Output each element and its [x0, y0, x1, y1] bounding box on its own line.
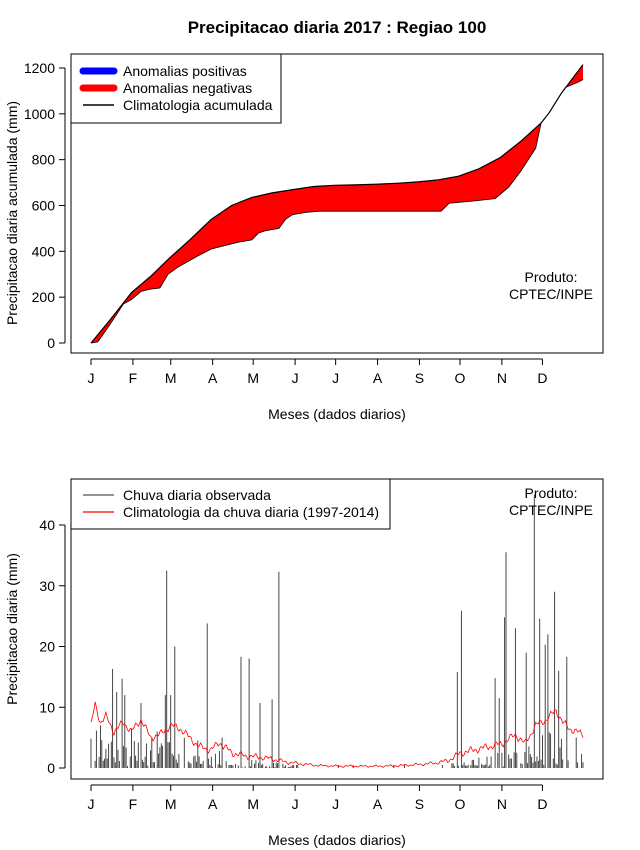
y-tick-label: 400: [32, 243, 56, 259]
x-tick-label: F: [129, 370, 138, 386]
legend: Chuva diaria observada Climatologia da c…: [70, 478, 391, 530]
x-tick-label: J: [88, 370, 95, 386]
climatology-accumulated-line: [90, 64, 584, 344]
legend: Anomalias positivas Anomalias negativas …: [70, 53, 282, 124]
y-tick-label: 600: [32, 198, 56, 214]
y-tick-label: 0: [47, 335, 55, 351]
plot-frame: [70, 53, 604, 354]
y-tick-label: 10: [39, 699, 55, 715]
y-tick-label: 1200: [24, 60, 55, 76]
daily-plot: 0 10 20 30 40 J F M A M J J A S O N D Meses (dados diar…: [4, 478, 604, 848]
y-tick-label: 0: [47, 760, 55, 776]
product-label-line2: CPTEC/INPE: [509, 286, 593, 302]
x-tick-label: F: [129, 796, 138, 812]
x-axis-label: Meses (dados diarios): [268, 406, 406, 422]
negative-anomaly-area: [91, 64, 583, 343]
y-tick-label: 1000: [24, 106, 55, 122]
product-label-line1: Produto:: [525, 485, 578, 501]
legend-box: [70, 478, 391, 530]
legend-label-positive: Anomalias positivas: [123, 63, 247, 79]
x-tick-label: O: [455, 370, 466, 386]
x-tick-label: J: [88, 796, 95, 812]
product-label-line1: Produto:: [525, 269, 578, 285]
legend-label-observed: Chuva diaria observada: [123, 487, 271, 503]
chart-title: Precipitacao diaria 2017 : Regiao 100: [188, 18, 487, 37]
y-tick-label: 30: [39, 578, 55, 594]
x-tick-label: J: [332, 796, 339, 812]
x-tick-label: D: [537, 370, 547, 386]
x-tick-label: D: [537, 796, 547, 812]
legend-label-negative: Anomalias negativas: [123, 80, 252, 96]
y-tick-label: 40: [39, 517, 55, 533]
y-axis-ticks: 0 10 20 30 40: [39, 517, 66, 776]
product-label-line2: CPTEC/INPE: [509, 502, 593, 518]
y-tick-label: 20: [39, 639, 55, 655]
x-tick-label: J: [292, 370, 299, 386]
climatology-daily-line: [90, 701, 584, 768]
x-tick-label: M: [247, 370, 259, 386]
y-axis-label: Precipitacao diaria (mm): [4, 553, 20, 705]
x-tick-label: A: [373, 796, 383, 812]
y-tick-label: 800: [32, 152, 56, 168]
x-tick-label: N: [497, 370, 507, 386]
x-tick-label: O: [455, 796, 466, 812]
observed-daily-bars: [90, 494, 584, 768]
x-tick-label: M: [165, 796, 177, 812]
x-axis-label: Meses (dados diarios): [268, 832, 406, 848]
x-tick-label: M: [165, 370, 177, 386]
x-tick-label: J: [292, 796, 299, 812]
y-axis-label: Precipitacao diaria acumulada (mm): [4, 101, 20, 325]
legend-label-climatology: Climatologia da chuva diaria (1997-2014): [123, 504, 379, 520]
y-axis-ticks: 0 200 400 600 800 1000 1200: [24, 60, 66, 351]
x-tick-label: A: [208, 796, 218, 812]
x-tick-label: A: [208, 370, 218, 386]
legend-label-climatology: Climatologia acumulada: [123, 97, 273, 113]
x-tick-label: M: [247, 796, 259, 812]
x-tick-label: S: [415, 796, 424, 812]
x-tick-label: J: [332, 370, 339, 386]
observed-accumulated-line: [90, 79, 584, 344]
x-tick-label: N: [497, 796, 507, 812]
x-tick-label: S: [415, 370, 424, 386]
accumulated-plot: 0 200 400 600 800 1000 1200 J F M A M J J A S O N D Meses…: [4, 53, 604, 422]
y-tick-label: 200: [32, 289, 56, 305]
x-tick-label: A: [373, 370, 383, 386]
